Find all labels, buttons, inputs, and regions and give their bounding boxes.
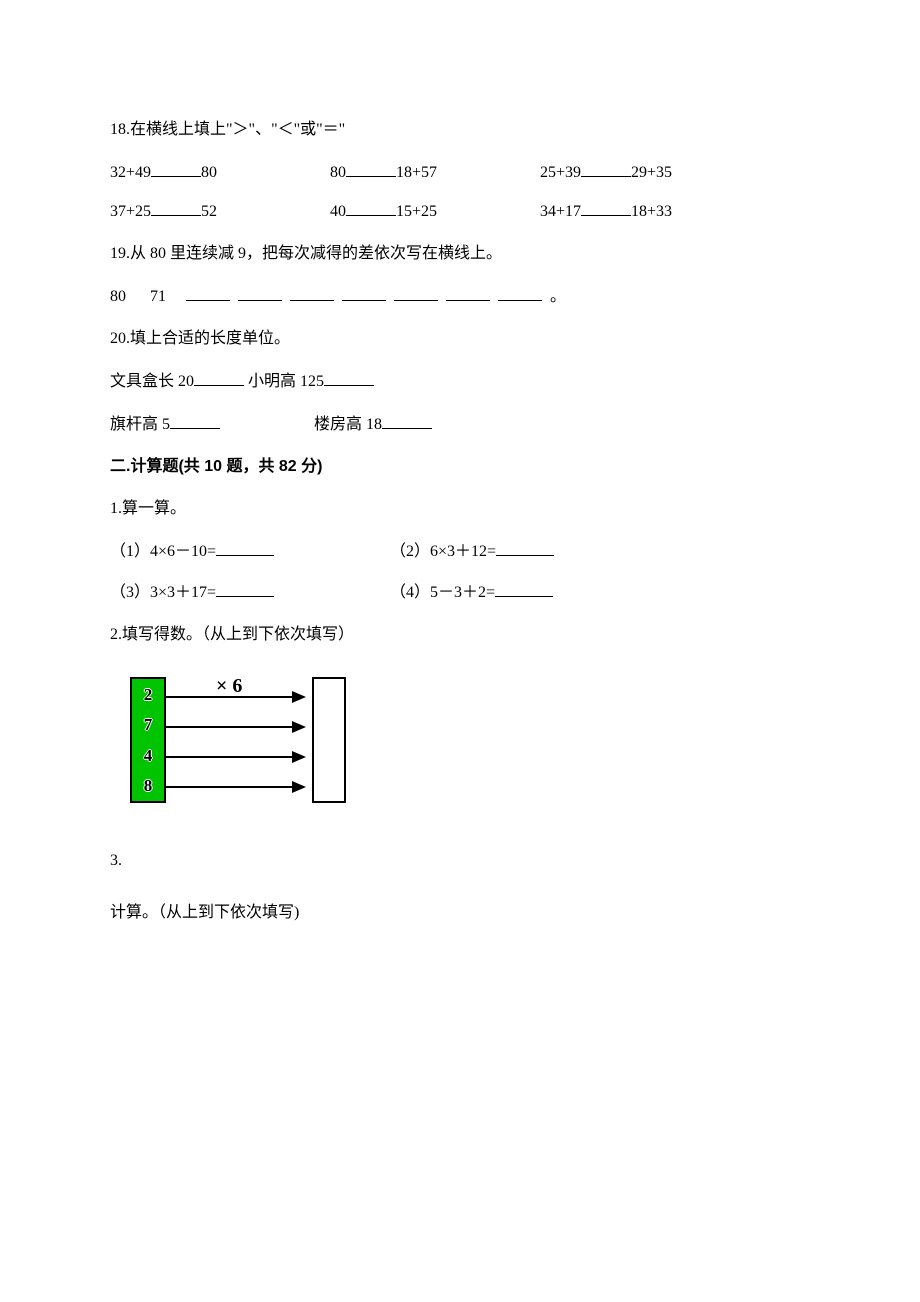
input-cell: 2 [132, 679, 164, 710]
q18-r2-c3-rhs: 18+33 [631, 203, 672, 220]
s2q1-a-expr: （1）4×6－10= [110, 543, 216, 560]
q20-line1: 文具盒长 20 小明高 125 [110, 369, 810, 394]
blank [496, 539, 554, 556]
q18-r2-c2-lhs: 40 [330, 203, 346, 220]
blank [194, 369, 244, 386]
input-cell: 7 [132, 710, 164, 741]
q19-start-b: 71 [150, 288, 166, 305]
s2q1-item-b: （2）6×3＋12= [390, 539, 554, 564]
output-box [312, 677, 346, 803]
arrows-icon [166, 677, 312, 803]
s2q1-row1: （1）4×6－10= （2）6×3＋12= [110, 539, 810, 564]
blank [151, 199, 201, 216]
s2q3-num: 3. [110, 849, 810, 873]
q18-r2-c2-rhs: 15+25 [396, 203, 437, 220]
blank [290, 284, 334, 301]
q18-row1: 32+49 80 80 18+57 25+39 29+35 [110, 160, 810, 185]
s2q1-b-expr: （2）6×3＋12= [390, 543, 496, 560]
blank [446, 284, 490, 301]
q18-stem: 18.在横线上填上"＞"、"＜"或"＝" [110, 118, 810, 142]
q18-r2-c1-rhs: 52 [201, 203, 217, 220]
section2-title: 二.计算题(共 10 题，共 82 分) [110, 455, 810, 479]
blank [581, 199, 631, 216]
q18-r1-c2: 80 18+57 [330, 160, 540, 185]
blank [581, 160, 631, 177]
blank [216, 539, 274, 556]
s2q1-stem: 1.算一算。 [110, 497, 810, 521]
blank [382, 412, 432, 429]
blank [394, 284, 438, 301]
q18-r2-c1: 37+25 52 [110, 199, 330, 224]
s2q2-diagram: 2 7 4 8 × 6 [130, 677, 350, 809]
blank [151, 160, 201, 177]
blank [346, 199, 396, 216]
s2q1-row2: （3）3×3＋17= （4）5－3＋2= [110, 580, 810, 605]
worksheet-page: 18.在横线上填上"＞"、"＜"或"＝" 32+49 80 80 18+57 25+… [0, 0, 920, 1003]
q19-trailing-punct: 。 [550, 288, 566, 305]
q18-r2-c3-lhs: 34+17 [540, 203, 581, 220]
blank [495, 580, 553, 597]
q18-r1-c1-rhs: 80 [201, 164, 217, 181]
q19-start-a: 80 [110, 288, 126, 305]
q19-sequence: 80 71 。 [110, 284, 810, 309]
q18-r1-c2-rhs: 18+57 [396, 164, 437, 181]
blank [170, 412, 220, 429]
s2q1-item-c: （3）3×3＋17= [110, 580, 390, 605]
s2q3-stem: 计算。（从上到下依次填写) [110, 901, 810, 925]
blank [186, 284, 230, 301]
input-cell: 8 [132, 771, 164, 802]
input-cell: 4 [132, 740, 164, 771]
q18-r1-c3-lhs: 25+39 [540, 164, 581, 181]
blank [324, 369, 374, 386]
blank [238, 284, 282, 301]
q18-row2: 37+25 52 40 15+25 34+17 18+33 [110, 199, 810, 224]
blank [342, 284, 386, 301]
q18-r2-c1-lhs: 37+25 [110, 203, 151, 220]
q20-l2b: 楼房高 18 [314, 416, 382, 433]
blank [498, 284, 542, 301]
s2q1-item-d: （4）5－3＋2= [390, 580, 553, 605]
q18-r1-c2-lhs: 80 [330, 164, 346, 181]
q20-l2a: 旗杆高 5 [110, 416, 170, 433]
q20-line2: 旗杆高 5 楼房高 18 [110, 412, 810, 437]
q18-r2-c3: 34+17 18+33 [540, 199, 672, 224]
q18-r2-c2: 40 15+25 [330, 199, 540, 224]
q18-r1-c1: 32+49 80 [110, 160, 330, 185]
s2q2-stem: 2.填写得数。（从上到下依次填写） [110, 623, 810, 647]
s2q1-d-expr: （4）5－3＋2= [390, 584, 495, 601]
q18-r1-c3: 25+39 29+35 [540, 160, 672, 185]
q20-stem: 20.填上合适的长度单位。 [110, 327, 810, 351]
s2q1-item-a: （1）4×6－10= [110, 539, 390, 564]
blank [216, 580, 274, 597]
q19-stem: 19.从 80 里连续减 9，把每次减得的差依次写在横线上。 [110, 242, 810, 266]
q20-l1b: 小明高 125 [244, 373, 324, 390]
s2q1-c-expr: （3）3×3＋17= [110, 584, 216, 601]
q20-l1a: 文具盒长 20 [110, 373, 194, 390]
blank [346, 160, 396, 177]
input-box: 2 7 4 8 [130, 677, 166, 803]
q18-r1-c1-lhs: 32+49 [110, 164, 151, 181]
q18-r1-c3-rhs: 29+35 [631, 164, 672, 181]
